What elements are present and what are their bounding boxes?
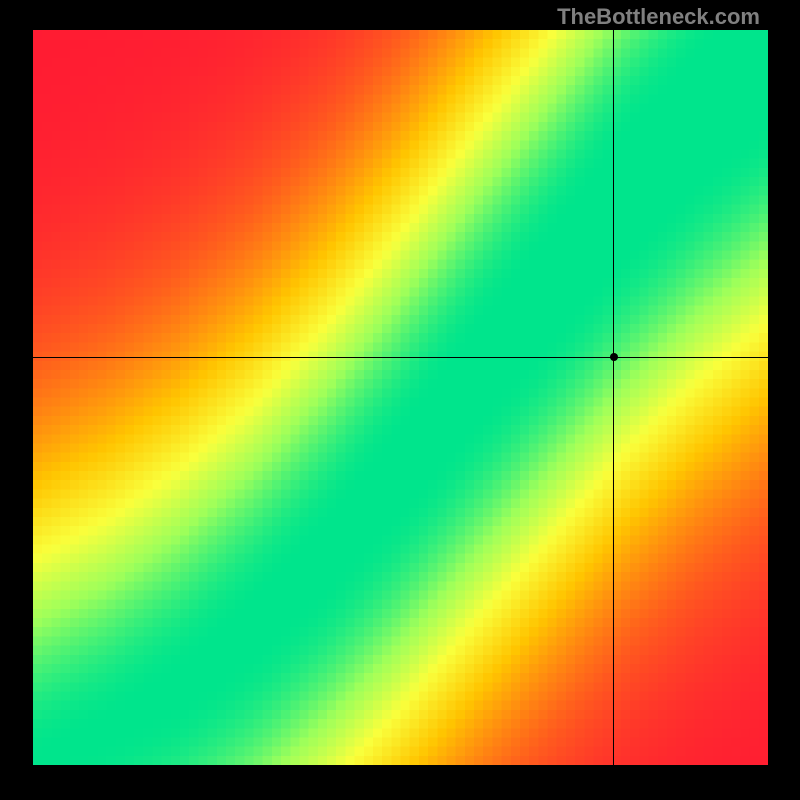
crosshair-marker	[610, 353, 618, 361]
chart-container: TheBottleneck.com	[0, 0, 800, 800]
watermark-text: TheBottleneck.com	[557, 4, 760, 30]
crosshair-vertical	[613, 30, 614, 765]
bottleneck-heatmap	[33, 30, 768, 765]
crosshair-horizontal	[33, 357, 768, 358]
